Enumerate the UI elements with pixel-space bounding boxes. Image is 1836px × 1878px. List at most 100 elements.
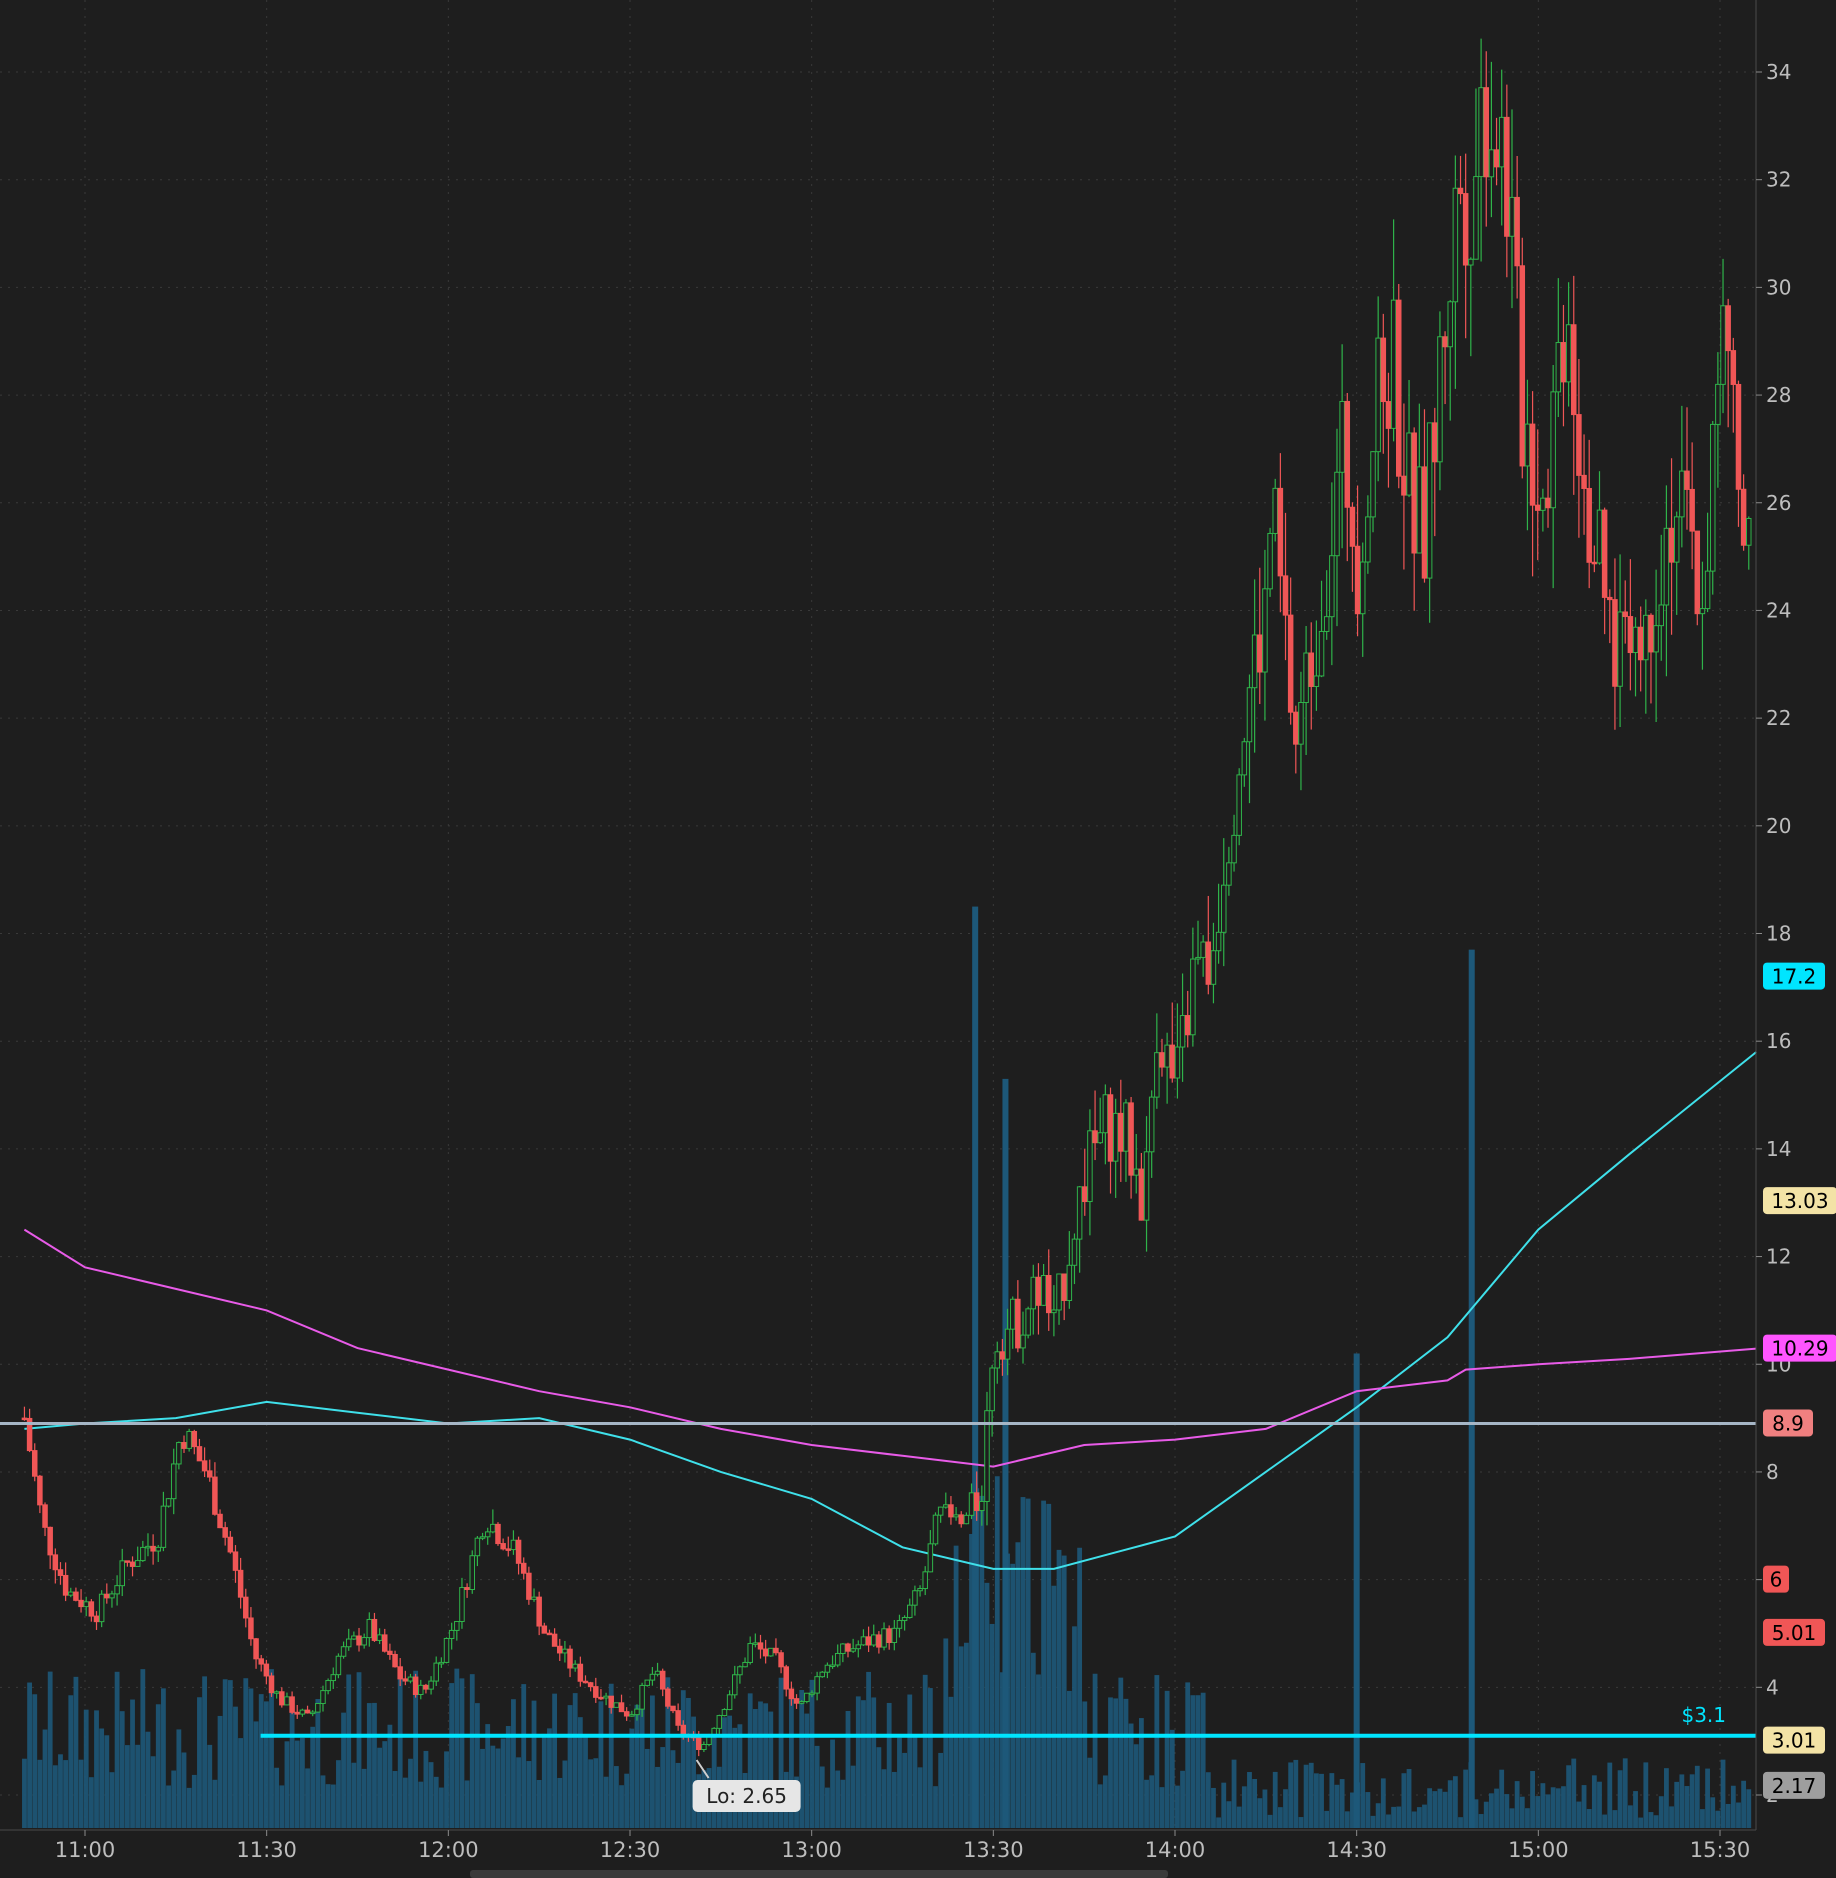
candle-body — [1684, 470, 1690, 490]
y-tick-label: 16 — [1766, 1029, 1791, 1053]
candle-body — [227, 1536, 234, 1553]
candle-body — [289, 1696, 295, 1713]
candle-body — [994, 1351, 1001, 1369]
moving-averages — [23, 1051, 1757, 1570]
horizontal-lines[interactable]: $3.1 — [0, 1421, 1756, 1738]
volume-bar — [526, 1761, 532, 1828]
volume-bar — [94, 1710, 99, 1828]
volume-bar — [861, 1700, 866, 1828]
candle-body — [932, 1514, 939, 1545]
candle-body — [88, 1601, 95, 1617]
volume-bar — [598, 1701, 604, 1828]
candle-body — [1061, 1273, 1067, 1301]
candle-body — [464, 1587, 470, 1591]
candle-body — [309, 1711, 316, 1715]
candle-body — [320, 1690, 326, 1705]
candle-body — [1643, 614, 1649, 661]
candle-body — [330, 1674, 337, 1682]
y-tick-label: 12 — [1766, 1245, 1791, 1269]
volume-bar — [1144, 1779, 1149, 1828]
volume-bar — [686, 1697, 691, 1828]
volume-bar — [1226, 1801, 1232, 1828]
volume-bar — [402, 1777, 408, 1828]
candle-body — [567, 1648, 573, 1669]
volume-bar — [1200, 1692, 1206, 1828]
candle-body — [454, 1620, 460, 1631]
candle-body — [443, 1637, 450, 1663]
volume-bar — [377, 1747, 383, 1828]
candle-body — [593, 1686, 599, 1698]
volume-spike — [1353, 1353, 1360, 1828]
volume-bar — [145, 1731, 151, 1828]
candle-body — [397, 1666, 403, 1680]
candle-body — [1339, 400, 1345, 473]
candle-body — [927, 1543, 934, 1573]
candle-body — [1560, 342, 1567, 383]
candle-body — [1565, 324, 1572, 383]
candle-body — [546, 1632, 553, 1636]
volume-bar — [1056, 1549, 1062, 1828]
annotation-pointer — [695, 1759, 710, 1779]
volume-bar — [1581, 1785, 1587, 1828]
candle-body — [1550, 391, 1556, 509]
candle-body — [1612, 599, 1618, 687]
candle-body — [659, 1670, 666, 1690]
volume-bar — [1324, 1810, 1330, 1828]
candle-body — [1545, 497, 1551, 509]
volume-bar — [1705, 1768, 1710, 1828]
volume-bar — [943, 1638, 949, 1828]
candle-body — [1015, 1298, 1021, 1349]
volume-bar — [541, 1733, 547, 1828]
volume-bar — [1360, 1763, 1366, 1828]
candle-body — [860, 1636, 867, 1646]
candle-body — [1241, 741, 1248, 776]
candle-body — [562, 1648, 568, 1654]
candle-body — [979, 1500, 985, 1512]
volume-bar — [47, 1671, 53, 1828]
candle-body — [999, 1351, 1006, 1360]
volume-bar — [675, 1762, 681, 1828]
candle-body — [248, 1617, 254, 1640]
candle-body — [1313, 675, 1320, 687]
candle-body — [1020, 1334, 1026, 1349]
candle-body — [896, 1620, 903, 1629]
candle-body — [1715, 383, 1721, 425]
volume-bar — [305, 1768, 310, 1828]
volume-bar — [1535, 1796, 1541, 1828]
candle-body — [165, 1498, 172, 1507]
candle-body — [484, 1531, 491, 1538]
candle-body — [407, 1676, 414, 1682]
horizontal-scrollbar[interactable] — [470, 1870, 1168, 1878]
candle-body — [639, 1684, 645, 1710]
candle-body — [1287, 614, 1294, 713]
volume-bar — [505, 1726, 511, 1828]
candle-body — [448, 1629, 455, 1639]
candle-body — [1468, 258, 1474, 266]
volume-bar — [1252, 1779, 1258, 1828]
candle-body — [757, 1642, 764, 1650]
candle-body — [1298, 702, 1304, 745]
volume-bar — [634, 1704, 640, 1828]
volume-bar — [1473, 1799, 1479, 1828]
candle-body — [1596, 509, 1603, 564]
volume-bar — [480, 1748, 485, 1828]
y-tick-label: 24 — [1766, 598, 1791, 622]
volume-bar — [119, 1711, 125, 1828]
volume-bar — [603, 1776, 609, 1828]
volume-bar — [1169, 1729, 1175, 1828]
volume-bar — [994, 1476, 1000, 1828]
candle-body — [109, 1593, 115, 1599]
candle-body — [1694, 530, 1701, 615]
volume-bar — [912, 1737, 918, 1828]
candle-body — [1323, 616, 1330, 632]
volume-bar — [176, 1729, 182, 1828]
volume-bar — [536, 1779, 542, 1828]
volume-bar — [1272, 1771, 1278, 1828]
candle-body — [1591, 561, 1598, 565]
candle-body — [474, 1537, 481, 1557]
candle-body — [47, 1526, 53, 1556]
volume-bar — [1622, 1758, 1628, 1828]
volume-bar — [58, 1754, 63, 1828]
candle-body — [1303, 652, 1309, 704]
